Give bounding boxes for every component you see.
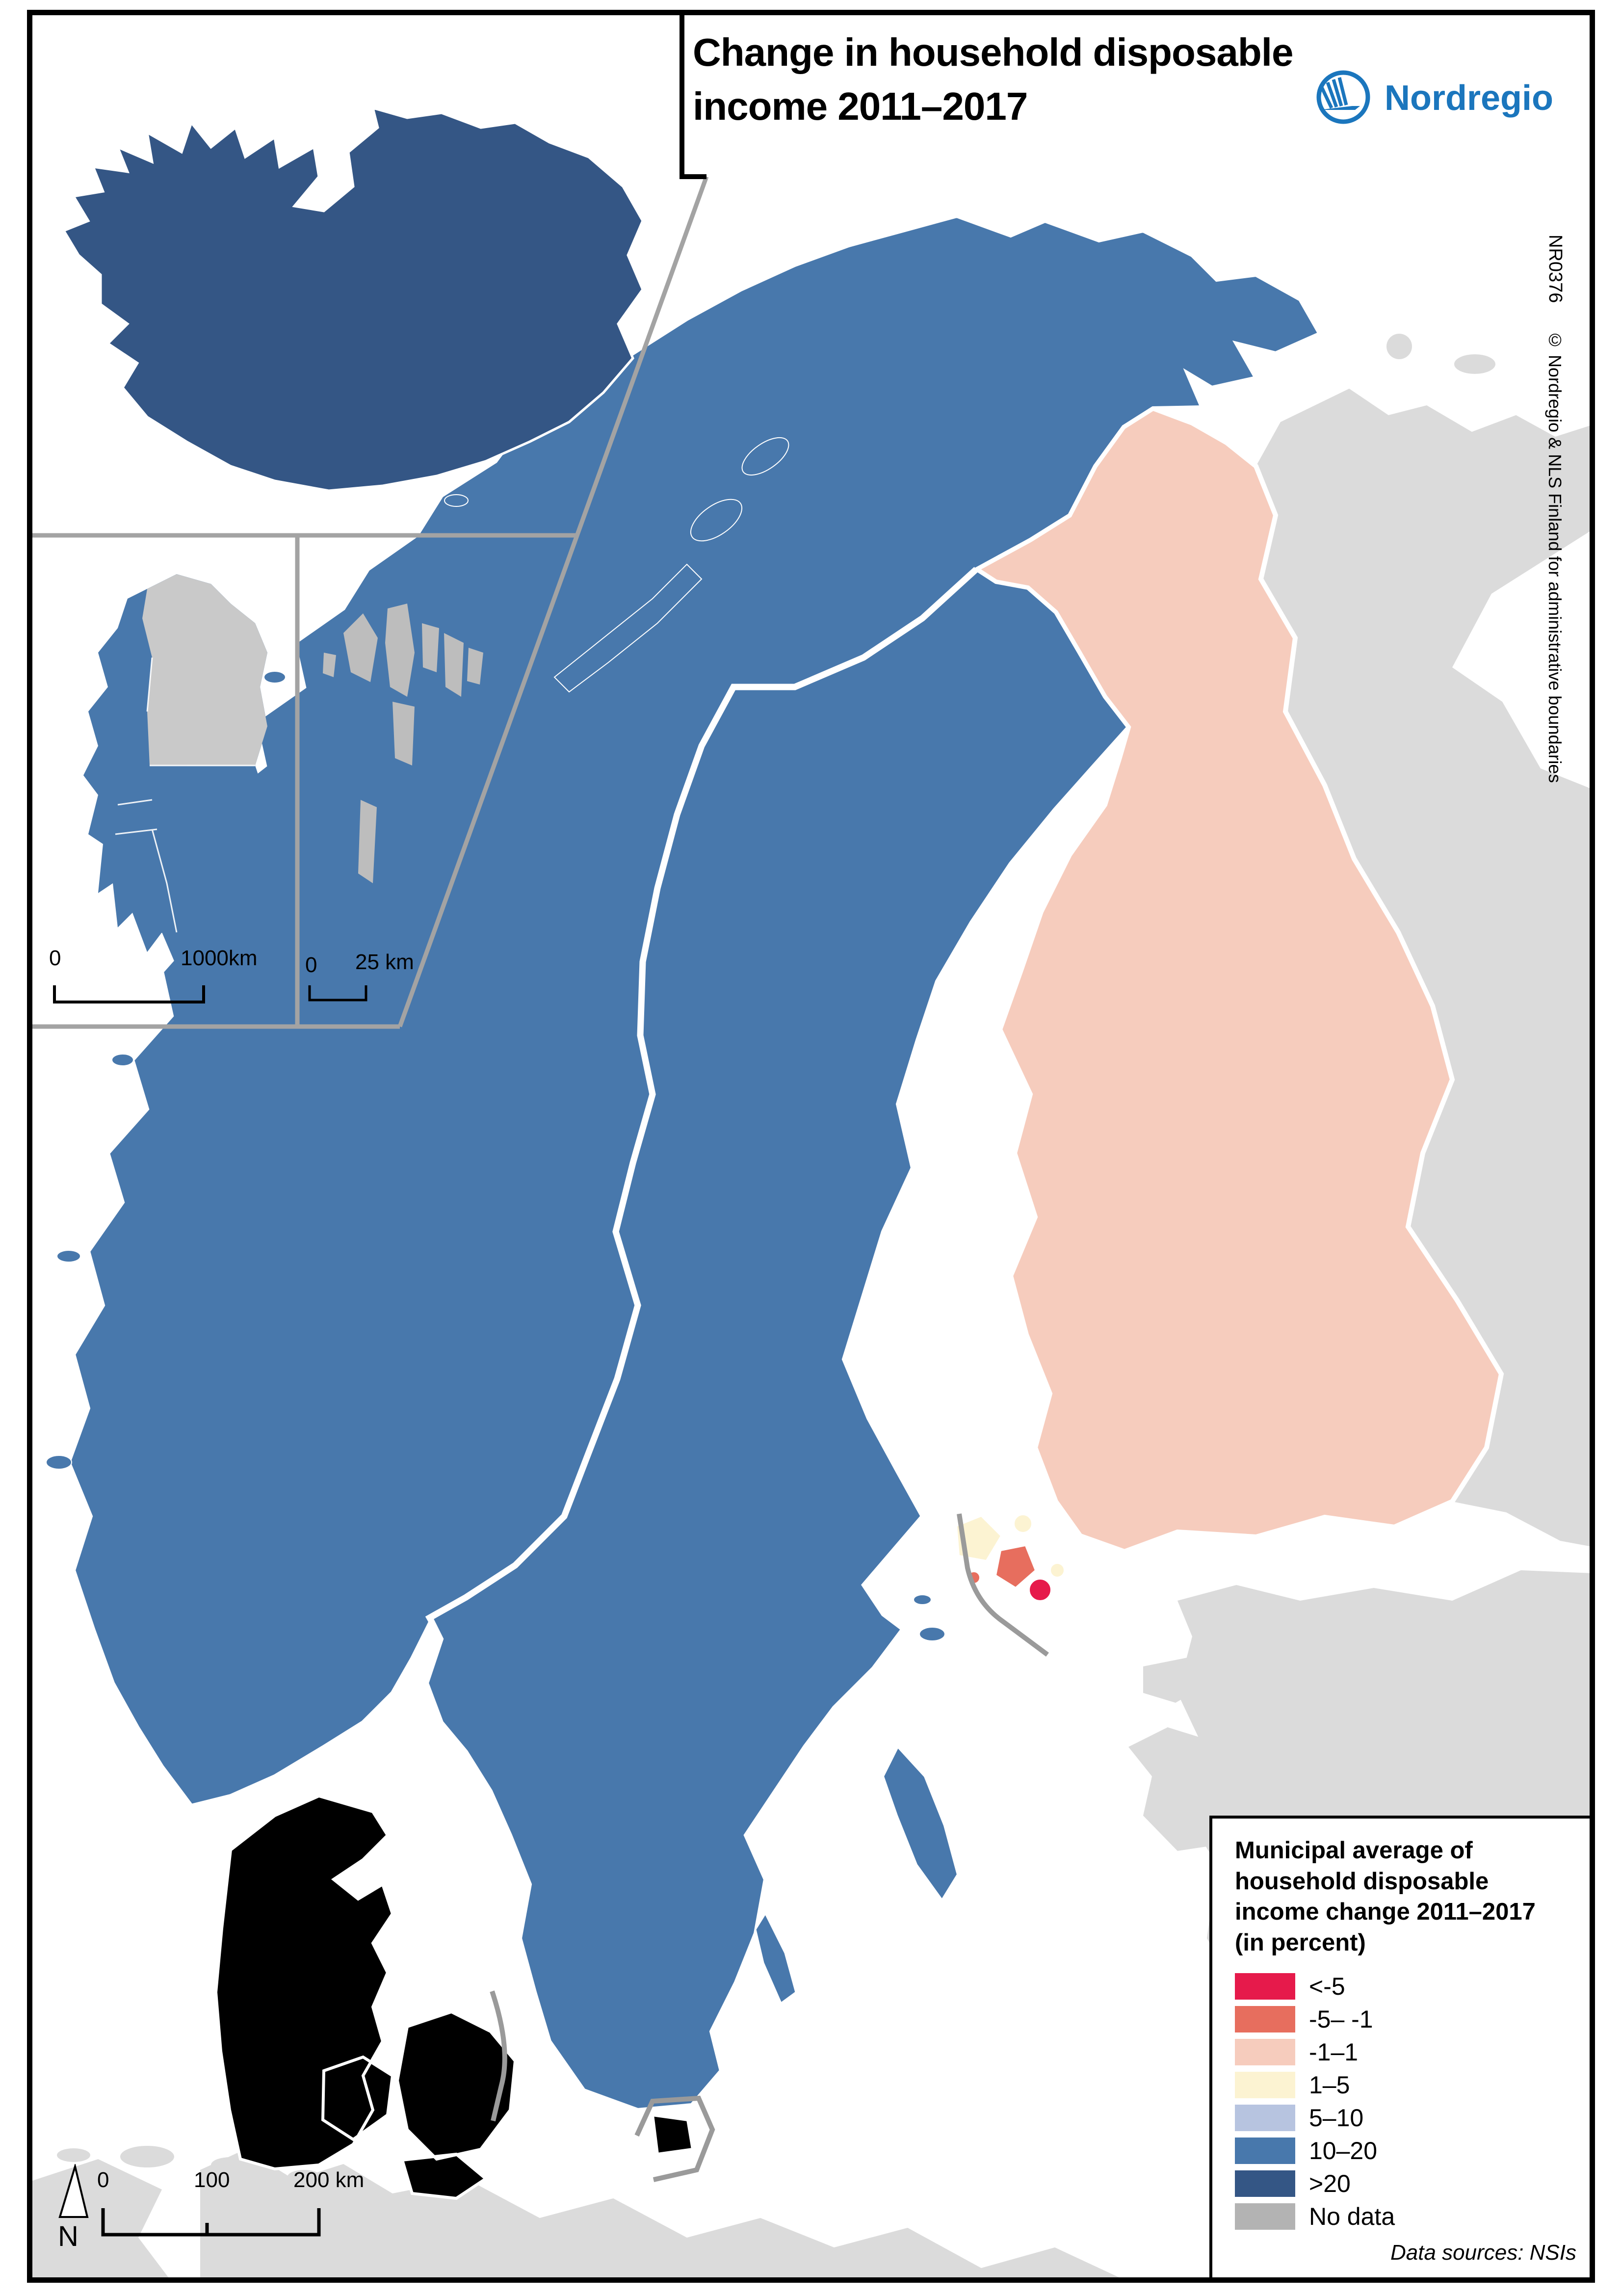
greenland-inset bbox=[83, 574, 267, 967]
scalebar-faroe-25: 25 km bbox=[355, 950, 414, 974]
legend-row: -1–1 bbox=[1235, 2038, 1590, 2066]
legend-row: 5–10 bbox=[1235, 2104, 1590, 2132]
legend-row: <-5 bbox=[1235, 1973, 1590, 2000]
legend-swatch-minus5-minus1 bbox=[1235, 2006, 1295, 2033]
scalebar-greenland-0: 0 bbox=[49, 946, 61, 970]
legend-swatch-10-20 bbox=[1235, 2138, 1295, 2164]
scalebar-greenland-1000: 1000km bbox=[181, 946, 258, 970]
north-arrow-icon bbox=[58, 2164, 89, 2218]
copyright-label: © Nordregio & NLS Finland for administra… bbox=[1545, 330, 1565, 783]
legend-label: <-5 bbox=[1309, 1973, 1345, 2001]
legend-label: >20 bbox=[1309, 2170, 1351, 2198]
legend-title: Municipal average of household disposabl… bbox=[1235, 1837, 1536, 1956]
scalebar-faroe-0: 0 bbox=[305, 953, 317, 977]
title-block: Change in household disposable income 20… bbox=[693, 26, 1311, 134]
scalebar-main-100: 100 bbox=[194, 2168, 230, 2192]
map-title: Change in household disposable income 20… bbox=[693, 30, 1293, 129]
scalebar-greenland bbox=[53, 985, 205, 1003]
gotland-island bbox=[882, 1745, 959, 1902]
legend-label: 1–5 bbox=[1309, 2071, 1350, 2099]
legend-label: 5–10 bbox=[1309, 2104, 1364, 2132]
legend-row: -5– -1 bbox=[1235, 2006, 1590, 2033]
legend-label: -1–1 bbox=[1309, 2038, 1359, 2066]
maritime-boundaries bbox=[490, 1513, 1049, 2182]
nordregio-swan-icon bbox=[1316, 70, 1370, 124]
scalebar-faroe bbox=[308, 985, 367, 1002]
data-source-note: Data sources: NSIs bbox=[1390, 2241, 1576, 2265]
legend-box: Municipal average of household disposabl… bbox=[1209, 1816, 1593, 2281]
legend-label: No data bbox=[1309, 2203, 1395, 2231]
legend-swatch-lt-minus5 bbox=[1235, 1973, 1295, 2000]
nordregio-logo: Nordregio bbox=[1313, 54, 1588, 142]
brand-name: Nordregio bbox=[1385, 79, 1554, 118]
legend-label: 10–20 bbox=[1309, 2137, 1378, 2165]
legend-label: -5– -1 bbox=[1309, 2006, 1373, 2033]
inset-dividers bbox=[32, 13, 709, 1029]
faroe-inset bbox=[323, 604, 483, 883]
legend-row: 1–5 bbox=[1235, 2071, 1590, 2099]
map-id-label: NR0376 bbox=[1545, 235, 1566, 303]
north-label: N bbox=[58, 2220, 78, 2252]
norway-sweden-border bbox=[425, 567, 979, 1622]
legend-swatch-minus1-1 bbox=[1235, 2039, 1295, 2066]
legend-row: No data bbox=[1235, 2203, 1590, 2230]
scalebar-main bbox=[101, 2208, 321, 2237]
legend-row: >20 bbox=[1235, 2170, 1590, 2197]
legend-row: 10–20 bbox=[1235, 2137, 1590, 2165]
oland-island bbox=[755, 1912, 797, 2005]
legend-swatch-5-10 bbox=[1235, 2105, 1295, 2132]
scalebar-main-200: 200 km bbox=[293, 2168, 365, 2192]
legend-swatch-no-data bbox=[1235, 2203, 1295, 2230]
scalebar-main-0: 0 bbox=[97, 2168, 109, 2192]
legend-swatch-1-5 bbox=[1235, 2072, 1295, 2099]
legend-swatch-gt20 bbox=[1235, 2170, 1295, 2197]
